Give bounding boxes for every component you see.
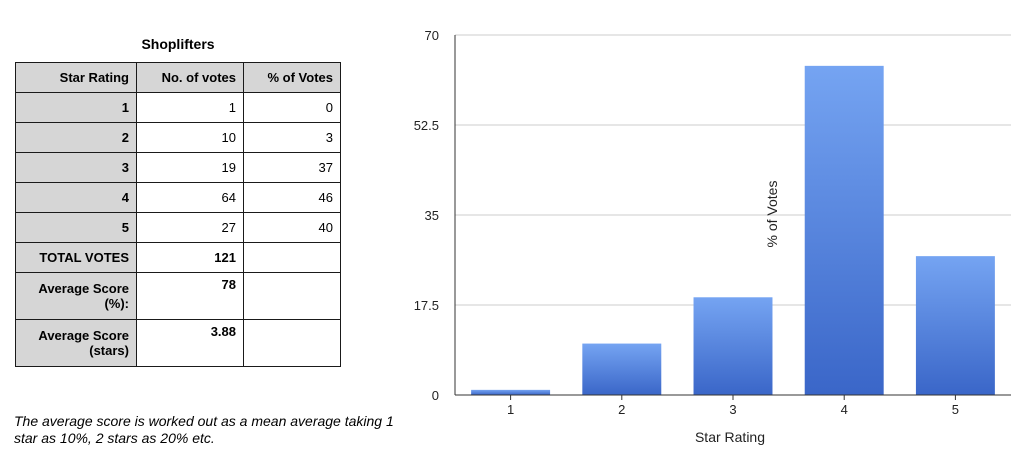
percent-cell: 0 bbox=[243, 92, 341, 123]
y-tick-label: 35 bbox=[425, 208, 439, 223]
x-tick-label: 2 bbox=[618, 402, 625, 417]
votes-cell: 1 bbox=[136, 92, 244, 123]
rating-cell: 5 bbox=[15, 212, 137, 243]
table-row: 2 10 3 bbox=[15, 122, 341, 153]
total-votes-label: TOTAL VOTES bbox=[15, 242, 137, 273]
bar-chart: 0 17.5 35 52.5 70 1 2 3 4 5 % of Votes Star Ratin… bbox=[414, 28, 1011, 445]
x-tick-label: 5 bbox=[952, 402, 959, 417]
total-votes-value: 121 bbox=[136, 242, 244, 273]
votes-cell: 19 bbox=[136, 152, 244, 183]
average-stars-row: Average Score (stars) 3.88 bbox=[15, 319, 341, 367]
y-tick-label: 17.5 bbox=[414, 298, 439, 313]
bar-4 bbox=[804, 65, 884, 395]
footnote: The average score is worked out as a mea… bbox=[14, 413, 394, 446]
rating-cell: 4 bbox=[15, 182, 137, 213]
header-star-rating: Star Rating bbox=[15, 62, 137, 93]
percent-cell: 46 bbox=[243, 182, 341, 213]
table-header-row: Star Rating No. of votes % of Votes bbox=[15, 62, 341, 93]
header-percent: % of Votes bbox=[243, 62, 341, 93]
y-tick-label: 0 bbox=[432, 388, 439, 403]
x-tick-label: 1 bbox=[507, 402, 514, 417]
empty-cell bbox=[243, 242, 341, 273]
x-axis-label: Star Rating bbox=[695, 429, 765, 445]
rating-cell: 3 bbox=[15, 152, 137, 183]
bar-2 bbox=[582, 343, 662, 395]
table-row: 3 19 37 bbox=[15, 152, 341, 183]
percent-cell: 40 bbox=[243, 212, 341, 243]
bar-3 bbox=[693, 297, 773, 395]
votes-cell: 10 bbox=[136, 122, 244, 153]
total-votes-row: TOTAL VOTES 121 bbox=[15, 242, 341, 273]
bar-1 bbox=[471, 389, 551, 395]
empty-cell bbox=[243, 319, 341, 367]
votes-cell: 64 bbox=[136, 182, 244, 213]
average-stars-value: 3.88 bbox=[136, 319, 244, 367]
ratings-table: Star Rating No. of votes % of Votes 1 1 … bbox=[15, 62, 341, 367]
y-tick-label: 70 bbox=[425, 28, 439, 43]
x-tick-label: 4 bbox=[841, 402, 848, 417]
bar-5 bbox=[915, 256, 995, 395]
y-tick-label: 52.5 bbox=[414, 118, 439, 133]
rating-cell: 2 bbox=[15, 122, 137, 153]
average-stars-label: Average Score (stars) bbox=[15, 319, 137, 367]
x-tick-label: 3 bbox=[729, 402, 736, 417]
percent-cell: 3 bbox=[243, 122, 341, 153]
header-votes: No. of votes bbox=[136, 62, 244, 93]
percent-cell: 37 bbox=[243, 152, 341, 183]
empty-cell bbox=[243, 272, 341, 320]
votes-cell: 27 bbox=[136, 212, 244, 243]
table-row: 5 27 40 bbox=[15, 212, 341, 243]
y-axis-label: % of Votes bbox=[764, 181, 780, 248]
rating-cell: 1 bbox=[15, 92, 137, 123]
average-percent-row: Average Score (%): 78 bbox=[15, 272, 341, 320]
table-row: 1 1 0 bbox=[15, 92, 341, 123]
table-row: 4 64 46 bbox=[15, 182, 341, 213]
table-title: Shoplifters bbox=[141, 36, 215, 52]
average-percent-label: Average Score (%): bbox=[15, 272, 137, 320]
average-percent-value: 78 bbox=[136, 272, 244, 320]
